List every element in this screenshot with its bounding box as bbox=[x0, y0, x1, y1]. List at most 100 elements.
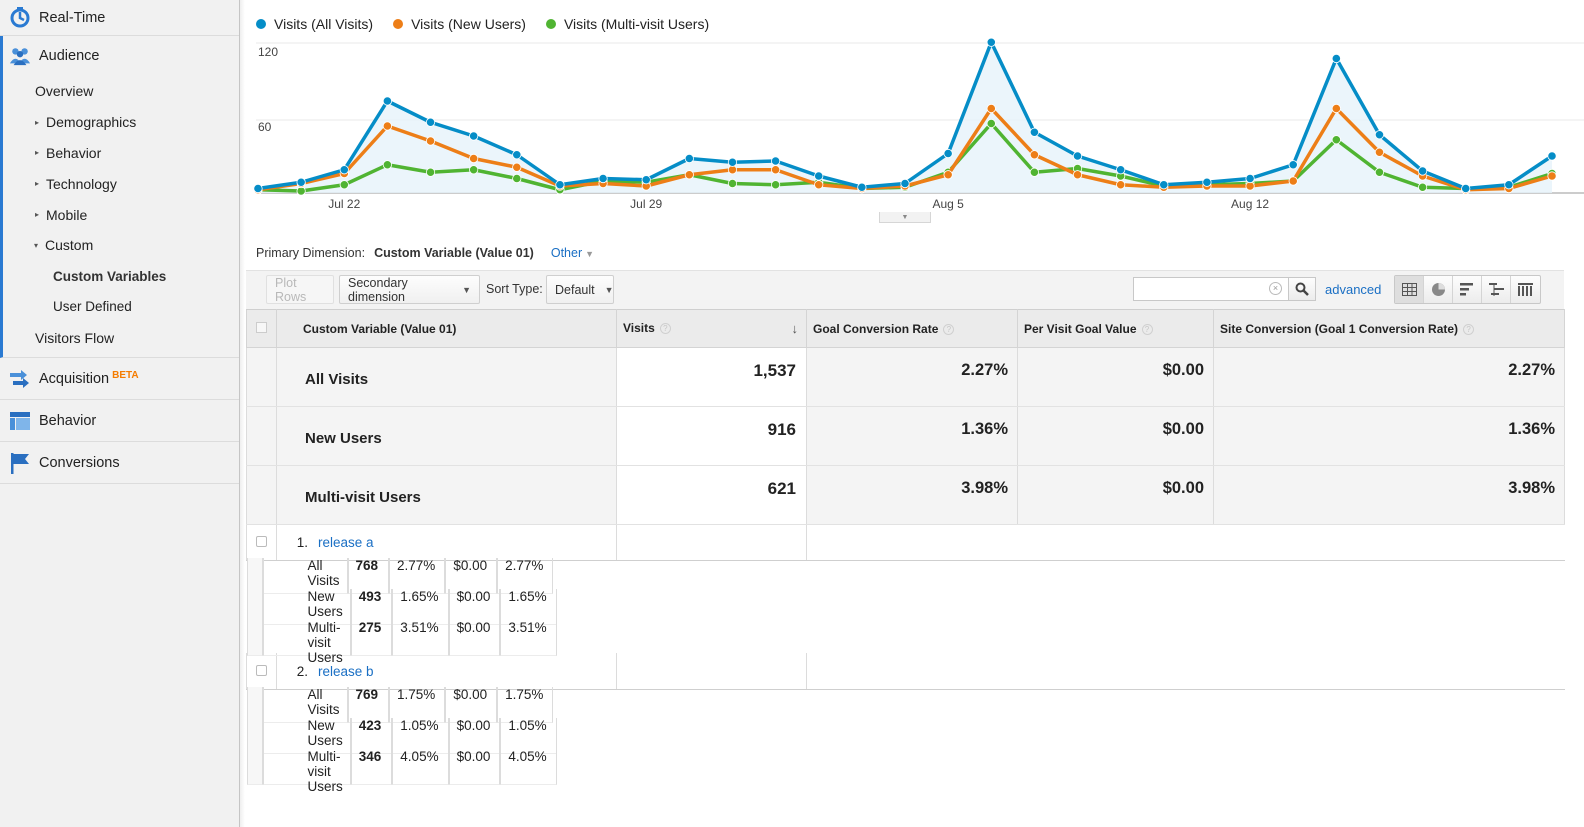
data-point-all-visits bbox=[1202, 177, 1212, 187]
table-row: All Visits 768 2.77% $0.00 2.77% bbox=[246, 558, 554, 595]
nav-behavior[interactable]: Behavior bbox=[0, 400, 239, 443]
nav-behavior-sub-label: Behavior bbox=[46, 144, 102, 161]
data-point-all-visits bbox=[1245, 173, 1255, 184]
total-cb-cell bbox=[246, 347, 277, 407]
group-link[interactable]: release a bbox=[318, 535, 374, 550]
row-checkbox[interactable] bbox=[256, 664, 267, 676]
clear-icon[interactable]: × bbox=[1269, 282, 1282, 295]
row-cb-cell bbox=[246, 524, 277, 561]
legend-label: Visits (All Visits) bbox=[274, 16, 374, 32]
help-icon[interactable]: ? bbox=[659, 323, 671, 334]
nav-technology-label: Technology bbox=[46, 175, 117, 192]
sort-type-dropdown[interactable]: Default ▼ bbox=[546, 275, 614, 304]
legend-item-multi-visit-users[interactable]: Visits (Multi-visit Users) bbox=[545, 16, 709, 32]
data-table: Custom Variable (Value 01) Visits? ↓ Goal… bbox=[246, 309, 1565, 794]
total-goal-conversion-rate: 2.27% bbox=[806, 347, 1018, 407]
data-point-all-visits bbox=[555, 180, 565, 190]
nav-audience[interactable]: Audience bbox=[3, 36, 239, 76]
col-header-label: Site Conversion (Goal 1 Conversion Rate) bbox=[1220, 321, 1459, 336]
nav-custom[interactable]: ▾ Custom bbox=[3, 230, 239, 261]
nav-overview[interactable]: Overview bbox=[3, 76, 239, 107]
nav-custom-variables[interactable]: Custom Variables bbox=[3, 261, 239, 292]
sort-type-label: Sort Type: bbox=[486, 282, 543, 296]
plot-rows-button[interactable]: Plot Rows bbox=[266, 275, 334, 304]
total-goal-conversion-rate: 1.36% bbox=[806, 406, 1018, 466]
behavior-icon bbox=[9, 410, 31, 432]
nav-behavior-sub[interactable]: ▸ Behavior bbox=[3, 138, 239, 169]
data-point-new-users bbox=[770, 165, 781, 175]
total-name: New Users bbox=[276, 406, 617, 466]
row-per-visit-goal-value: $0.00 bbox=[448, 620, 501, 656]
data-point-multi-visit-users bbox=[339, 180, 349, 190]
data-point-new-users bbox=[814, 180, 824, 190]
data-point-all-visits bbox=[814, 171, 824, 181]
row-goal-conversion-rate: 1.05% bbox=[392, 718, 449, 755]
help-icon[interactable]: ? bbox=[1141, 323, 1153, 335]
pivot-view-button[interactable] bbox=[1511, 276, 1540, 303]
col-header-site-conversion[interactable]: Site Conversion (Goal 1 Conversion Rate)… bbox=[1213, 309, 1565, 348]
nav-mobile[interactable]: ▸ Mobile bbox=[3, 199, 239, 230]
col-header-dimension[interactable]: Custom Variable (Value 01) bbox=[276, 309, 617, 348]
primary-dimension-other[interactable]: Other ▼ bbox=[551, 246, 594, 260]
people-icon bbox=[9, 45, 31, 67]
table-search-input[interactable]: × bbox=[1133, 277, 1289, 301]
row-name: New Users bbox=[262, 718, 351, 755]
x-tick-label: Aug 12 bbox=[1231, 197, 1269, 211]
nav-technology[interactable]: ▸ Technology bbox=[3, 168, 239, 199]
data-point-new-users bbox=[382, 121, 392, 131]
nav-demographics[interactable]: ▸ Demographics bbox=[3, 107, 239, 138]
expand-triangle-icon: ▸ bbox=[35, 210, 40, 220]
col-header-goal-conversion-rate[interactable]: Goal Conversion Rate? bbox=[806, 309, 1018, 348]
legend-item-new-users[interactable]: Visits (New Users) bbox=[393, 16, 526, 32]
sort-descending-icon: ↓ bbox=[791, 321, 799, 336]
pivot-icon bbox=[1518, 283, 1533, 296]
nav-conversions[interactable]: Conversions bbox=[0, 442, 239, 485]
legend-item-all-visits[interactable]: Visits (All Visits) bbox=[256, 16, 373, 32]
col-header-label: Goal Conversion Rate bbox=[813, 321, 939, 336]
secondary-dimension-dropdown[interactable]: Secondary dimension ▼ bbox=[339, 275, 480, 304]
line-chart: 120 60 Jul 22 Jul 29 Aug 5 Aug 12 Visits (All… bbox=[246, 0, 1584, 232]
bar-view-button[interactable] bbox=[1453, 276, 1482, 303]
y-tick-label: 60 bbox=[258, 120, 272, 134]
nav-acquisition[interactable]: Acquisition BETA bbox=[0, 358, 239, 401]
advanced-filter-link[interactable]: advanced bbox=[1325, 282, 1382, 297]
nav-realtime[interactable]: Real-Time bbox=[0, 0, 239, 36]
search-button[interactable] bbox=[1288, 277, 1316, 301]
group-link[interactable]: release b bbox=[318, 663, 374, 679]
bar-chart-icon bbox=[1459, 283, 1473, 296]
row-site-conversion: 1.05% bbox=[500, 718, 557, 755]
data-point-new-users bbox=[684, 170, 694, 180]
help-icon[interactable]: ? bbox=[1463, 323, 1475, 335]
total-site-conversion: 2.27% bbox=[1213, 347, 1565, 407]
nav-behavior-label: Behavior bbox=[39, 412, 97, 429]
chart-collapse-toggle[interactable]: ▼ bbox=[879, 212, 931, 223]
group-empty-cell bbox=[806, 524, 1565, 561]
row-checkbox[interactable] bbox=[256, 536, 267, 547]
data-point-new-users bbox=[986, 103, 996, 114]
row-site-conversion: 2.77% bbox=[497, 558, 554, 595]
row-name: All Visits bbox=[262, 687, 348, 724]
total-visits: 621 bbox=[616, 465, 807, 525]
y-tick-label: 120 bbox=[258, 45, 278, 59]
col-header-label: Custom Variable (Value 01) bbox=[303, 321, 457, 336]
chevron-down-icon: ▼ bbox=[901, 213, 909, 221]
legend-dot bbox=[393, 19, 404, 29]
nav-visitors-flow[interactable]: Visitors Flow bbox=[3, 322, 239, 353]
data-point-multi-visit-users bbox=[770, 180, 781, 190]
nav-user-defined[interactable]: User Defined bbox=[3, 292, 239, 323]
col-header-per-visit-goal-value[interactable]: Per Visit Goal Value? bbox=[1017, 309, 1214, 348]
row-visits: 768 bbox=[347, 558, 390, 595]
total-visits: 1,537 bbox=[616, 347, 807, 407]
legend-dot bbox=[545, 19, 556, 29]
row-goal-conversion-rate: 1.75% bbox=[389, 687, 446, 724]
data-point-all-visits bbox=[598, 173, 608, 184]
pie-view-button[interactable] bbox=[1424, 276, 1453, 303]
comparison-view-button[interactable] bbox=[1482, 276, 1511, 303]
select-all-checkbox[interactable] bbox=[256, 321, 267, 333]
table-view-button[interactable] bbox=[1395, 276, 1424, 303]
help-icon[interactable]: ? bbox=[943, 323, 955, 335]
data-point-all-visits bbox=[339, 165, 349, 175]
group-row: 1. release a bbox=[246, 524, 1565, 561]
col-header-visits[interactable]: Visits? ↓ bbox=[616, 309, 807, 348]
data-point-all-visits bbox=[770, 156, 781, 166]
